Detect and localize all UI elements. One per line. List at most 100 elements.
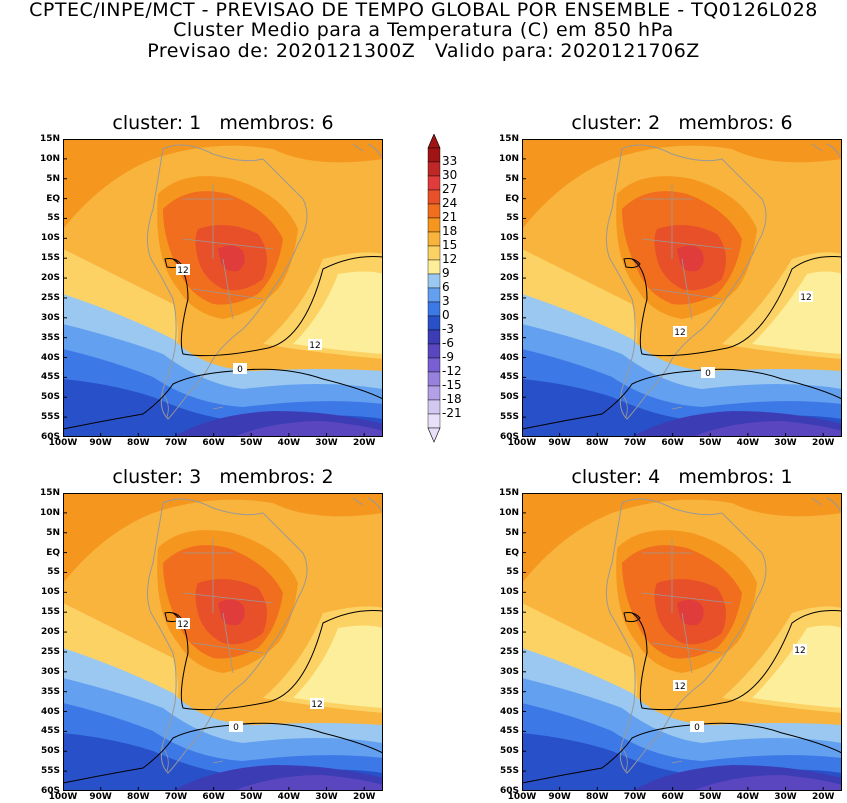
panel-1-title: cluster: 1 membros: 6 — [112, 112, 334, 134]
lat-tick-label: 60S — [499, 432, 519, 442]
lat-tick-label: 50S — [499, 392, 519, 403]
band-m9 — [233, 421, 383, 437]
band-18 — [63, 139, 383, 229]
colorbar-level-label: 6 — [442, 280, 450, 294]
map-panel-cluster-4: 12 12 0 — [522, 493, 842, 791]
colorbar-segment — [427, 413, 441, 429]
lon-tick-label: 100W — [48, 792, 78, 802]
band-27-core — [218, 245, 245, 272]
contour-label: 12 — [176, 264, 190, 276]
band-9 — [293, 271, 383, 354]
colorbar-level-label: 12 — [442, 252, 458, 266]
lat-tick-label: 50S — [40, 392, 60, 403]
colorbar-segment — [427, 371, 441, 387]
colorbar-level-label: 0 — [442, 308, 450, 322]
map-panel-cluster-1: 12 12 0 — [63, 139, 383, 437]
panel-2-title: cluster: 2 membros: 6 — [571, 112, 793, 134]
lat-tick-label: 20S — [40, 273, 60, 284]
colorbar-bottom-arrow — [427, 427, 441, 443]
lat-tick-label: 35S — [40, 686, 60, 697]
contour-label: 12 — [310, 698, 324, 710]
colorbar-level-label: -21 — [442, 406, 462, 420]
lat-tick-label: 25S — [499, 292, 519, 303]
lon-tick-label: 90W — [89, 792, 112, 802]
lat-tick-label: 50S — [40, 746, 60, 757]
band-27-core — [677, 245, 704, 272]
lat-tick-label: 5S — [47, 567, 60, 578]
colorbar-level-label: 15 — [442, 238, 458, 252]
colorbar-level-label: 21 — [442, 210, 458, 224]
colorbar-segment — [427, 245, 441, 261]
lat-tick-label: 10N — [39, 153, 60, 164]
lat-tick-label: 35S — [499, 686, 519, 697]
map-frame — [63, 139, 383, 437]
lat-tick-label: 20S — [499, 627, 519, 638]
band-18 — [63, 493, 383, 583]
lon-tick-label: 90W — [548, 792, 571, 802]
lat-tick-label: 15N — [39, 134, 60, 144]
colorbar-segment — [427, 301, 441, 317]
lat-tick-label: 10N — [39, 507, 60, 518]
colorbar-level-label: -18 — [442, 392, 462, 406]
lat-tick-label: 45S — [499, 726, 519, 737]
lat-tick-label: 5N — [46, 527, 60, 538]
lon-tick-label: 30W — [315, 792, 338, 802]
lat-tick-label: 25S — [499, 646, 519, 657]
contour-label: 12 — [793, 644, 807, 656]
band-27-core — [218, 599, 245, 626]
svg-text:0: 0 — [705, 369, 711, 379]
lat-tick-label: 40S — [40, 706, 60, 717]
lat-tick-label: 5N — [505, 527, 519, 538]
band-6 — [63, 294, 383, 397]
band-m9 — [233, 775, 383, 791]
colorbar-level-label: 27 — [442, 182, 458, 196]
svg-text:12: 12 — [309, 341, 320, 351]
lat-tick-label: 20S — [40, 627, 60, 638]
svg-text:0: 0 — [237, 365, 243, 375]
colorbar-segment — [427, 189, 441, 205]
svg-text:12: 12 — [177, 266, 188, 276]
colorbar-level-label: -12 — [442, 364, 462, 378]
lon-tick-label: 40W — [736, 438, 760, 448]
colorbar-level-label: 3 — [442, 294, 450, 308]
lon-tick-label: 60W — [661, 438, 684, 448]
lat-tick-label: EQ — [505, 547, 519, 558]
band-18 — [522, 139, 842, 229]
contour-label: 0 — [690, 721, 704, 733]
lon-tick-label: 30W — [774, 438, 797, 448]
colorbar-segment — [427, 315, 441, 331]
lon-tick-label: 80W — [586, 792, 609, 802]
lon-tick-label: 50W — [240, 792, 263, 802]
lat-tick-label: 10S — [40, 233, 60, 244]
band-9 — [293, 625, 383, 708]
svg-text:0: 0 — [694, 723, 700, 733]
continent-outline — [147, 497, 382, 774]
svg-text:0: 0 — [233, 723, 239, 733]
band-m9 — [692, 421, 842, 437]
lat-tick-label: 60S — [40, 432, 60, 442]
contour-label: 0 — [233, 363, 247, 375]
lat-tick-label: 35S — [499, 332, 519, 343]
lat-tick-label: 30S — [40, 312, 60, 323]
lon-tick-label: 20W — [352, 438, 376, 448]
lat-tick-label: 25S — [40, 646, 60, 657]
panel-3-title: cluster: 3 membros: 2 — [112, 466, 334, 488]
band-27-core — [677, 599, 704, 626]
lon-tick-label: 60W — [202, 792, 225, 802]
colorbar-segment — [427, 385, 441, 401]
lon-tick-label: 100W — [507, 792, 537, 802]
band-18 — [522, 493, 842, 583]
lat-tick-label: EQ — [46, 193, 60, 204]
lon-tick-label: 70W — [164, 438, 188, 448]
contour-lines — [522, 610, 842, 784]
lat-tick-label: 5S — [506, 213, 519, 224]
colorbar-level-label: -6 — [442, 336, 454, 350]
lon-tick-label: 20W — [811, 438, 835, 448]
contour-label: 12 — [176, 618, 190, 630]
lat-tick-label: 45S — [40, 726, 60, 737]
lat-tick-label: 10N — [498, 153, 519, 164]
lon-tick-label: 100W — [507, 438, 537, 448]
lat-tick-label: 30S — [499, 666, 519, 677]
map-frame — [63, 493, 383, 791]
lat-tick-label: 15S — [40, 607, 60, 618]
